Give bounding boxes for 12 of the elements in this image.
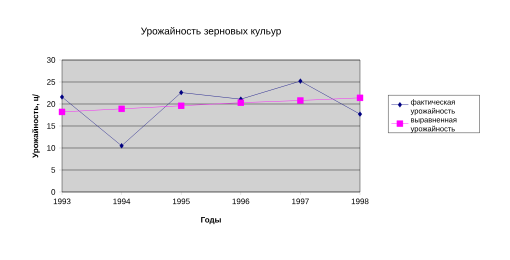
point [120,143,124,148]
point [297,97,304,104]
point [118,106,125,112]
point [179,90,184,96]
point [356,94,364,102]
point [178,102,184,109]
chart-title: Урожайность зерновых кульур [140,27,281,36]
point [298,78,302,84]
point [238,99,244,106]
point [358,111,362,117]
point [60,94,64,100]
point [58,108,66,116]
